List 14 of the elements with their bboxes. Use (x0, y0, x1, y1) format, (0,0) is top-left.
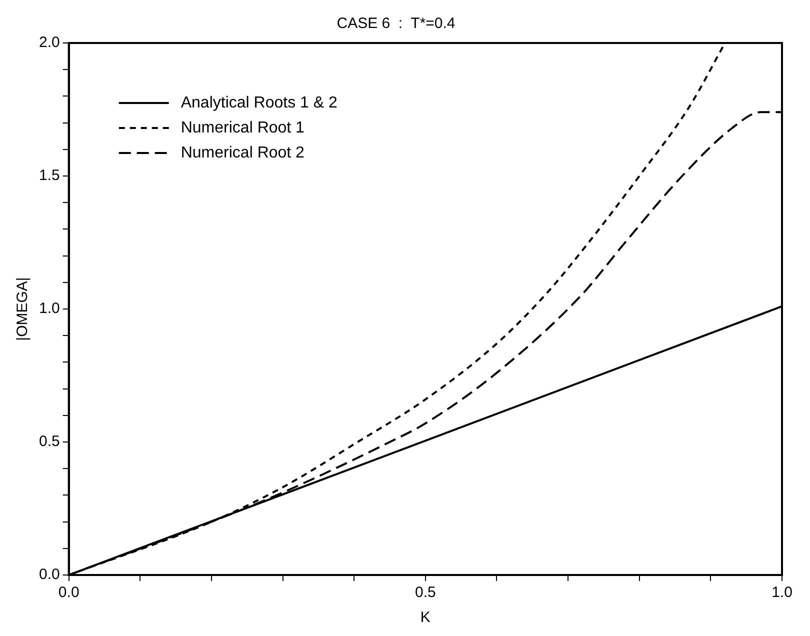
y-tick-label: 1.5 (38, 167, 60, 184)
legend-label: Numerical Root 2 (180, 144, 305, 162)
y-tick-label: 0.5 (38, 433, 60, 450)
y-tick-label: 1.0 (38, 300, 60, 318)
x-axis-title: K (420, 609, 430, 626)
x-tick-label: 0.0 (58, 584, 80, 602)
legend-label: Analytical Roots 1 & 2 (180, 94, 338, 112)
y-tick-label: 2.0 (38, 34, 60, 52)
y-axis-title: |OMEGA| (14, 277, 32, 341)
chart-title: CASE 6 : T*=0.4 (336, 15, 456, 32)
x-tick-label: 1.0 (772, 584, 792, 602)
x-tick-label: 0.5 (414, 584, 436, 602)
legend-label: Numerical Root 1 (180, 119, 305, 136)
y-tick-label: 0.0 (38, 566, 60, 584)
